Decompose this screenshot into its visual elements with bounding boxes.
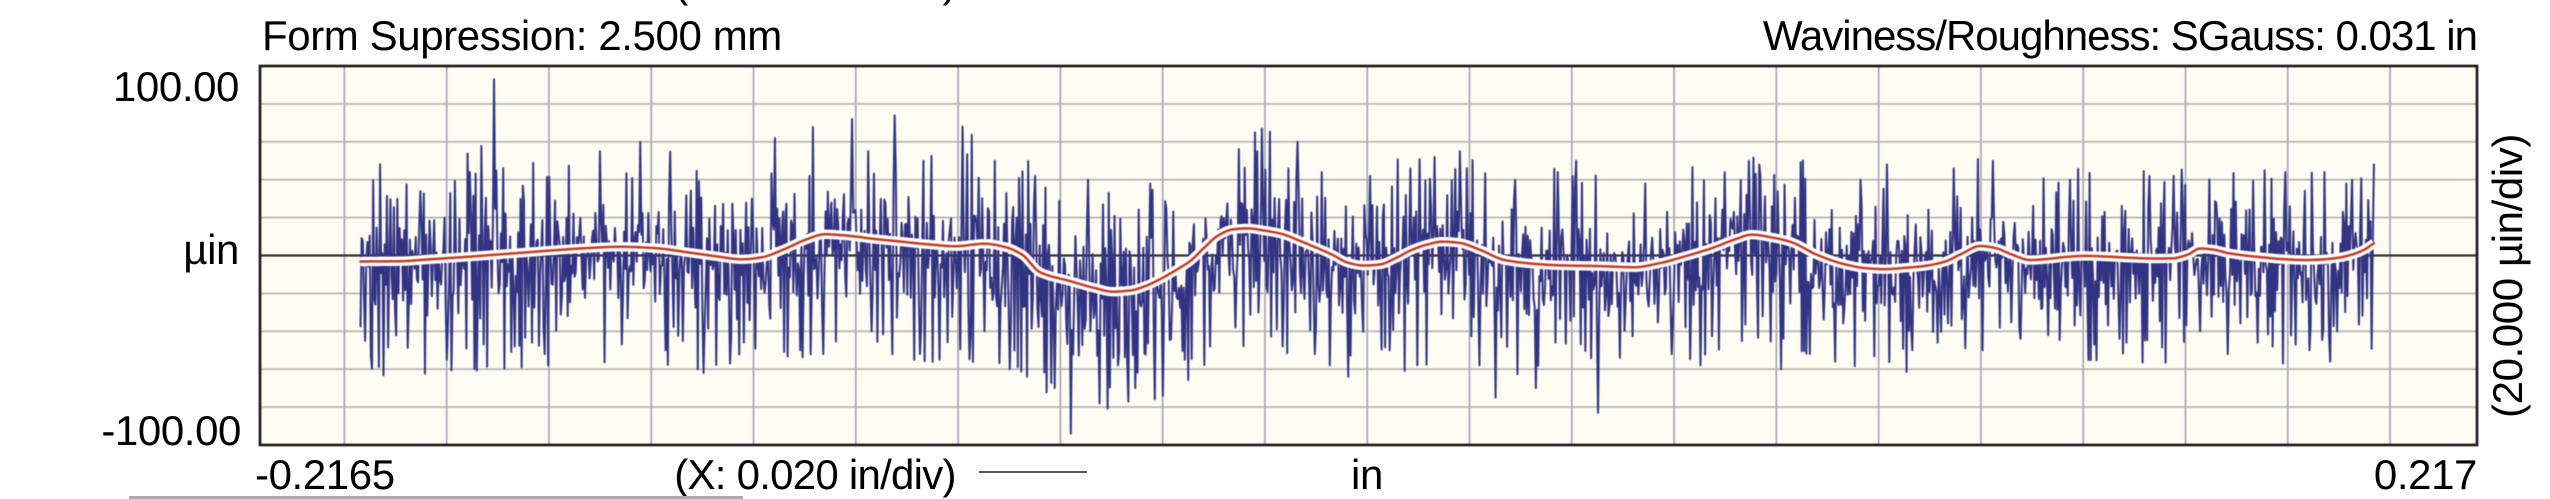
clipped-bottom-panel-edge [129,496,743,499]
form-suppression-title: Form Supression: 2.500 mm [262,12,782,59]
y-axis-unit-label: µin [183,226,239,273]
y-axis-max-label: 100.00 [112,63,239,110]
waviness-roughness-title: Waviness/Roughness: SGauss: 0.031 in [1762,12,2478,59]
x-axis-unit-label: in [1351,451,1383,498]
y-axis-min-label: -100.00 [101,407,241,454]
y-axis-division-label: (20.000 µin/div) [2484,134,2531,418]
x-axis-division-label: (X: 0.020 in/div) [674,451,956,498]
x-axis-max-label: 0.217 [2373,451,2478,498]
clipped-upper-axis-label: (X: 0.020 in/div) [674,0,956,7]
x-axis-min-label: -0.2165 [255,451,395,498]
profile-legend-line [979,471,1087,473]
